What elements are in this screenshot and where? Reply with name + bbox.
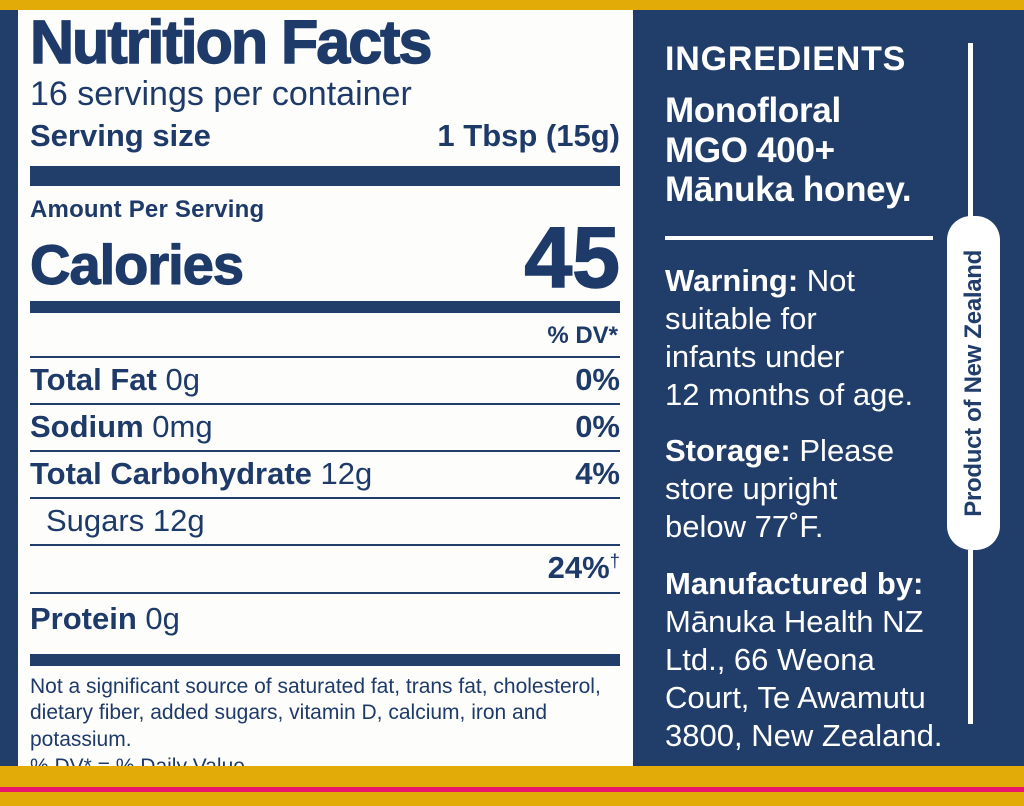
origin-badge-line-top: [968, 43, 973, 217]
storage-block: Storage: Please store upright below 77˚F…: [665, 432, 965, 546]
nutrient-row-total-carbohydrate: Total Carbohydrate 12g 4%: [30, 452, 620, 500]
ingredients-heading: INGREDIENTS: [665, 40, 907, 78]
nutrient-row-total-fat: Total Fat 0g 0%: [30, 358, 620, 406]
warning-label: Warning:: [665, 262, 799, 298]
dagger-mark: †: [609, 550, 620, 572]
nutrient-row-sodium: Sodium 0mg 0%: [30, 405, 620, 453]
ingredients-text: Monofloral MGO 400+ Mānuka honey.: [665, 91, 912, 210]
origin-badge-text: Product of New Zealand: [959, 249, 987, 517]
nutrient-amount: 12g: [320, 456, 373, 492]
manufactured-label: Manufactured by:: [665, 565, 924, 601]
storage-text: Please store upright below 77˚F.: [665, 433, 895, 545]
nutrient-name: Protein: [30, 600, 137, 636]
nutrient-dv: 4%: [575, 456, 620, 492]
nutrient-row-sugars: Sugars 12g: [30, 499, 620, 547]
calories-label: Calories: [29, 232, 244, 296]
servings-per-container: 16 servings per container: [30, 75, 412, 114]
nutrient-name: Total Carbohydrate: [30, 456, 312, 492]
origin-badge: Product of New Zealand: [947, 216, 1000, 550]
added-sugars-dv-value: 24%: [547, 550, 610, 586]
nutrient-amount: 12g: [152, 503, 205, 539]
amount-per-serving-label: Amount Per Serving: [30, 195, 265, 223]
warning-block: Warning: Not suitable for infants under …: [665, 262, 965, 415]
nutrient-amount: 0mg: [152, 409, 213, 445]
divider-medium-bar: [30, 301, 620, 314]
left-navy-border: [0, 10, 18, 766]
nutrient-name: Sodium: [30, 409, 144, 445]
nutrient-amount: 0g: [145, 600, 180, 636]
manufactured-block: Manufactured by: Mānuka Health NZ Ltd., …: [665, 565, 965, 756]
nutrient-amount: 0g: [165, 362, 200, 398]
divider-bottom-bar: [30, 653, 620, 666]
magenta-accent-line: [0, 787, 1024, 792]
nutrient-name: Sugars: [46, 503, 145, 539]
calories-row: Calories 45: [29, 209, 621, 306]
top-gold-band: [0, 0, 1024, 10]
nutrition-facts-panel: Nutrition Facts 16 servings per containe…: [18, 10, 633, 766]
nutrient-name: Total Fat: [30, 362, 157, 398]
nutrition-facts-title: Nutrition Facts: [29, 10, 433, 76]
nutrient-dv: 0%: [575, 409, 620, 445]
divider-thick-bar: [30, 165, 620, 186]
label-main: Nutrition Facts 16 servings per containe…: [0, 10, 1024, 766]
nutrition-footnote: Not a significant source of saturated fa…: [30, 674, 601, 766]
serving-size-row: Serving size 1 Tbsp (15g): [30, 118, 620, 154]
warning-text: Not suitable for infants under 12 months…: [665, 262, 914, 413]
calories-value: 45: [524, 209, 621, 306]
origin-badge-line-bottom: [968, 550, 973, 724]
storage-label: Storage:: [665, 433, 791, 469]
manufactured-text: Mānuka Health NZ Ltd., 66 Weona Court, T…: [665, 603, 943, 754]
nutrient-dv: 0%: [575, 362, 620, 398]
bottom-gold-band: [0, 766, 1024, 806]
percent-dv-header: % DV*: [30, 313, 620, 359]
ingredients-panel: INGREDIENTS Monofloral MGO 400+ Mānuka h…: [633, 10, 1024, 766]
serving-size-label: Serving size: [30, 117, 211, 153]
ingredients-divider-rule: [665, 235, 933, 240]
serving-size-value: 1 Tbsp (15g): [437, 117, 620, 153]
nutrient-row-protein: Protein 0g: [30, 594, 620, 642]
added-sugars-dv-row: 24% †: [30, 546, 620, 594]
